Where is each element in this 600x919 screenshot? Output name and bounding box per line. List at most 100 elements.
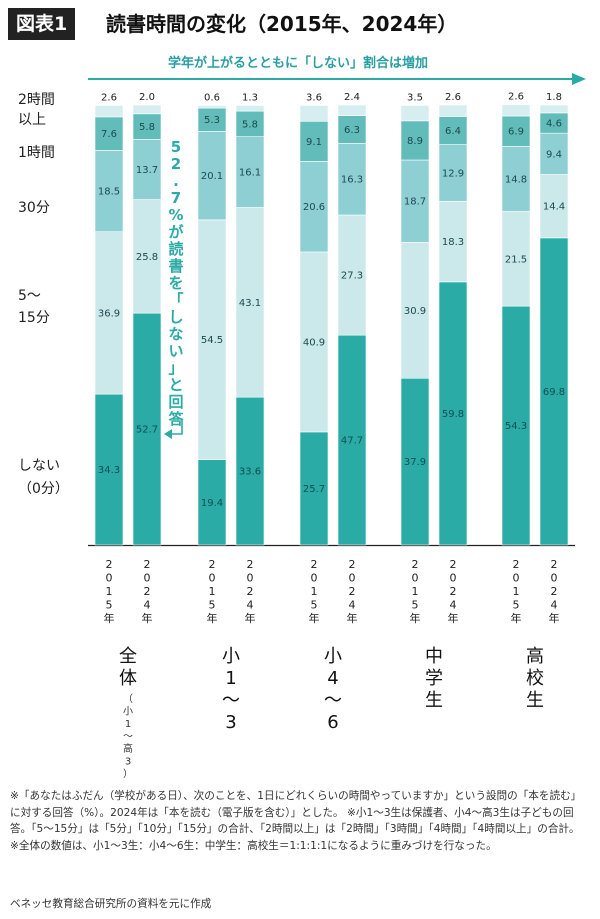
group-sublabel: 3 xyxy=(125,757,131,768)
data-label: 8.9 xyxy=(407,136,423,147)
callout-text: 読 xyxy=(168,240,183,258)
group-label: 6 xyxy=(327,712,338,733)
bar-segment xyxy=(438,144,468,202)
group-sublabel: （ xyxy=(123,693,133,705)
data-label: 2.6 xyxy=(101,92,117,103)
year-label: 0 xyxy=(551,572,558,585)
bar-segment xyxy=(501,211,531,307)
year-label: 0 xyxy=(450,572,457,585)
year-label: 2 xyxy=(412,558,419,571)
source-note: ベネッセ教育総合研究所の資料を元に作成 xyxy=(10,898,212,910)
data-label: 2.0 xyxy=(139,92,155,103)
bar-segment xyxy=(132,139,162,200)
year-label: 年 xyxy=(245,611,256,625)
callout-text: い xyxy=(168,342,183,360)
year-label: 2 xyxy=(349,585,356,598)
year-label: 1 xyxy=(209,585,216,598)
year-label: 0 xyxy=(247,572,254,585)
bar-segment xyxy=(337,334,367,546)
bar-segment xyxy=(501,104,531,117)
year-label: 2 xyxy=(106,558,113,571)
bar-segment xyxy=(337,104,367,116)
data-label: 21.5 xyxy=(505,254,527,265)
bar-segment xyxy=(337,214,367,336)
year-label: 年 xyxy=(549,611,560,625)
year-label: 2 xyxy=(513,558,520,571)
level-label: 5〜 xyxy=(18,288,41,304)
footnotes: ※「あなたはふだん（学校がある日）、次のことを、1日にどれくらいの時間やっていま… xyxy=(10,788,590,854)
stacked-bar-chart: しない（0分）5〜15分30分1時間2時間以上34.336.918.57.62.… xyxy=(18,73,586,780)
bar-segment xyxy=(94,150,124,233)
year-label: 1 xyxy=(106,585,113,598)
data-label: 20.1 xyxy=(201,171,223,182)
group-label: 小 xyxy=(222,646,240,667)
data-label: 30.9 xyxy=(404,306,426,317)
year-label: 1 xyxy=(513,585,520,598)
year-label: 0 xyxy=(209,572,216,585)
data-label: 6.9 xyxy=(508,127,524,138)
callout-text: 5 xyxy=(171,138,181,156)
data-label: 59.8 xyxy=(442,409,464,420)
data-label: 2.6 xyxy=(508,92,524,103)
level-label: 2時間 xyxy=(18,92,55,108)
bar-segment xyxy=(132,312,162,546)
data-label: 47.7 xyxy=(341,436,363,447)
data-label: 18.5 xyxy=(98,187,120,198)
year-label: 年 xyxy=(410,611,421,625)
chart-title: 読書時間の変化（2015年、2024年） xyxy=(106,12,458,36)
bar-segment xyxy=(438,116,468,145)
group-label: 校 xyxy=(526,668,544,689)
data-label: 2.6 xyxy=(445,92,461,103)
callout-arrow-line xyxy=(168,420,183,435)
level-label: 30分 xyxy=(18,200,50,216)
bar-segment xyxy=(400,105,430,122)
group-label: 〜 xyxy=(324,690,342,711)
bar-segment xyxy=(94,231,124,395)
data-label: 54.5 xyxy=(201,335,223,346)
group-sublabel: 1 xyxy=(125,719,131,730)
year-label: 5 xyxy=(106,599,113,612)
data-label: 2.4 xyxy=(344,92,360,103)
group-label: 1 xyxy=(225,668,236,689)
group-label: 4 xyxy=(327,668,338,689)
data-label: 25.7 xyxy=(303,484,325,495)
bar-segment xyxy=(501,146,531,212)
bar-segment xyxy=(539,104,569,114)
data-label: 12.9 xyxy=(442,168,464,179)
data-label: 33.6 xyxy=(239,467,261,478)
bar-segment xyxy=(132,199,162,314)
bar-segment xyxy=(539,132,569,175)
callout-text: し xyxy=(168,308,183,326)
data-label: 25.8 xyxy=(136,252,158,263)
data-label: 0.6 xyxy=(204,92,220,103)
year-label: 2 xyxy=(450,558,457,571)
callout-arrow-head xyxy=(164,429,172,439)
year-label: 4 xyxy=(450,599,457,612)
data-label: 13.7 xyxy=(136,165,158,176)
data-label: 19.4 xyxy=(201,498,223,509)
data-label: 16.1 xyxy=(239,168,261,179)
data-label: 54.3 xyxy=(505,421,527,432)
data-label: 3.6 xyxy=(306,92,322,103)
year-label: 5 xyxy=(412,599,419,612)
data-label: 14.8 xyxy=(505,174,527,185)
group-label: 3 xyxy=(225,712,236,733)
data-label: 7.6 xyxy=(101,129,117,140)
bar-segment xyxy=(235,396,265,546)
data-label: 5.8 xyxy=(242,119,258,130)
group-label: 小 xyxy=(324,646,342,667)
bar-segment xyxy=(299,105,329,122)
data-label: 43.1 xyxy=(239,298,261,309)
year-label: 2 xyxy=(144,585,151,598)
data-label: 16.3 xyxy=(341,175,363,186)
bar-segment xyxy=(94,105,124,118)
trend-note: 学年が上がるとともに「しない」割合は増加 xyxy=(168,56,429,71)
bar-segment xyxy=(197,219,227,460)
data-label: 5.3 xyxy=(204,115,220,126)
bar-segment xyxy=(132,113,162,140)
group-label: 〜 xyxy=(222,690,240,711)
callout-text: . xyxy=(173,172,179,190)
year-label: 5 xyxy=(209,599,216,612)
year-label: 2 xyxy=(209,558,216,571)
data-label: 40.9 xyxy=(303,337,325,348)
